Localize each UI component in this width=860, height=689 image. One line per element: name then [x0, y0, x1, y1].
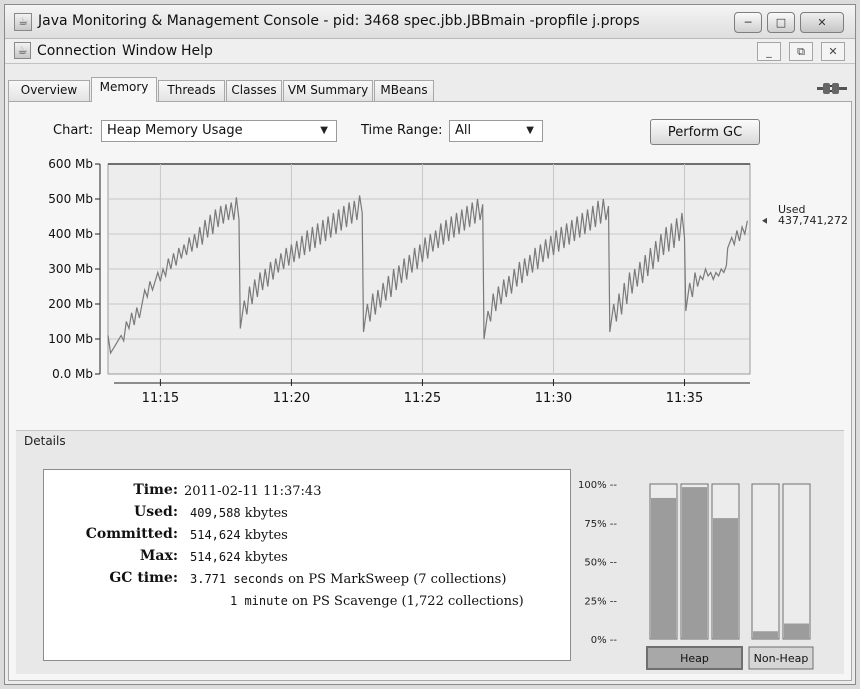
details-box: Time: 2011-02-11 11:37:43 Used: 409,588 …: [43, 469, 571, 661]
y-tick-label: 0.0 Mb: [52, 367, 93, 381]
details-panel: Details Time: 2011-02-11 11:37:43 Used: …: [16, 430, 844, 674]
tab-bar: Overview Memory Threads Classes VM Summa…: [5, 64, 855, 102]
used-value-row: 409,588 kbytes: [190, 506, 288, 521]
inner-minimize-button[interactable]: _: [757, 42, 781, 61]
pool-bar-capacity: [751, 483, 780, 640]
committed-unit: kbytes: [244, 528, 288, 543]
used-label: Used:: [134, 504, 178, 520]
used-unit: kbytes: [244, 506, 288, 521]
used-value: 409,588: [190, 506, 241, 520]
max-label: Max:: [139, 548, 178, 564]
time-range-value: All: [455, 123, 472, 138]
time-range-select[interactable]: All ▼: [449, 120, 543, 142]
y-tick-label: 600 Mb: [48, 157, 93, 171]
pool-y-tick-label: 50% --: [584, 558, 617, 569]
close-button[interactable]: ✕: [800, 12, 844, 33]
menu-bar: ☕ Connection Window Help _ ⧉ ✕: [5, 39, 855, 64]
perform-gc-button[interactable]: Perform GC: [650, 119, 760, 145]
legend-label: Used: [778, 203, 806, 216]
x-tick-label: 11:30: [535, 391, 572, 406]
y-tick-label: 300 Mb: [48, 262, 93, 276]
connection-plug-icon: [817, 83, 847, 94]
tab-overview[interactable]: Overview: [8, 80, 90, 101]
memory-tab-panel: Chart: Heap Memory Usage ▼ Time Range: A…: [8, 101, 852, 681]
pool-y-tick-label: 25% --: [584, 596, 617, 607]
pool-bar-capacity: [782, 483, 811, 640]
window-title: Java Monitoring & Management Console - p…: [38, 13, 640, 29]
y-tick-label: 200 Mb: [48, 297, 93, 311]
chevron-down-icon: ▼: [320, 125, 328, 136]
used-memory-line: [107, 195, 748, 355]
maximize-button[interactable]: □: [767, 12, 795, 33]
legend-value: 437,741,272: [778, 214, 848, 227]
max-value-row: 514,624 kbytes: [190, 550, 288, 565]
pool-bar-used: [651, 497, 676, 639]
pool-group-button: [646, 646, 743, 670]
pool-y-tick-label: 75% --: [584, 519, 617, 530]
gc-marksweep-value: 3.771 seconds: [190, 572, 284, 586]
gc-time-label: GC time:: [109, 570, 178, 586]
chart-select-value: Heap Memory Usage: [107, 123, 243, 138]
java-cup-icon[interactable]: ☕: [14, 42, 31, 59]
inner-restore-button[interactable]: ⧉: [789, 42, 813, 61]
title-bar[interactable]: ☕ Java Monitoring & Management Console -…: [5, 5, 855, 39]
gc-line-scavenge: 1 minute on PS Scavenge (1,722 collectio…: [230, 594, 524, 609]
tab-classes[interactable]: Classes: [226, 80, 282, 101]
pool-group-button: [748, 646, 814, 670]
inner-close-button[interactable]: ✕: [821, 42, 845, 61]
pool-y-tick-label: 100% --: [578, 480, 617, 491]
main-window: ☕ Java Monitoring & Management Console -…: [4, 4, 856, 685]
time-value: 2011-02-11 11:37:43: [184, 484, 322, 499]
y-tick-label: 500 Mb: [48, 192, 93, 206]
chart-select[interactable]: Heap Memory Usage ▼: [101, 120, 337, 142]
menu-window[interactable]: Window: [122, 43, 178, 59]
pool-bar-used: [682, 487, 707, 639]
x-tick-label: 11:15: [142, 391, 179, 406]
gc-line-marksweep: 3.771 seconds on PS MarkSweep (7 collect…: [190, 572, 506, 587]
x-tick-label: 11:20: [273, 391, 310, 406]
tab-threads[interactable]: Threads: [158, 80, 225, 101]
minimize-button[interactable]: ─: [734, 12, 762, 33]
tab-memory[interactable]: Memory: [91, 77, 157, 102]
committed-label: Committed:: [85, 526, 178, 542]
tab-mbeans[interactable]: MBeans: [374, 80, 434, 101]
gc-scavenge-text: on PS Scavenge (1,722 collections): [291, 594, 524, 609]
details-title: Details: [24, 434, 66, 448]
memory-pools-chart: 100% -- 75% -- 50% -- 25% -- 0% -- Heap Non-He…: [578, 480, 814, 670]
committed-value: 514,624: [190, 528, 241, 542]
pool-group-label: Non-Heap: [754, 652, 809, 665]
menu-help[interactable]: Help: [181, 43, 213, 59]
x-tick-label: 11:35: [666, 391, 703, 406]
y-tick-label: 400 Mb: [48, 227, 93, 241]
menu-connection[interactable]: Connection: [37, 43, 117, 59]
gc-scavenge-value: 1 minute: [230, 594, 288, 608]
gc-marksweep-text: on PS MarkSweep (7 collections): [288, 572, 507, 587]
y-tick-label: 100 Mb: [48, 332, 93, 346]
max-unit: kbytes: [244, 550, 288, 565]
time-label: Time:: [133, 482, 178, 498]
max-value: 514,624: [190, 550, 241, 564]
chart-label: Chart:: [53, 123, 94, 138]
committed-value-row: 514,624 kbytes: [190, 528, 288, 543]
pool-bar-used: [713, 518, 738, 639]
pool-bar-used: [753, 631, 778, 639]
chevron-down-icon: ▼: [526, 125, 534, 136]
tab-vm-summary[interactable]: VM Summary: [283, 80, 373, 101]
pool-group-label: Heap: [680, 652, 709, 665]
heap-memory-chart: 600 Mb 500 Mb 400 Mb 300 Mb 200 Mb 100 Mb 0.0 …: [48, 157, 848, 406]
legend-marker: [762, 217, 767, 224]
x-tick-label: 11:25: [404, 391, 441, 406]
java-cup-icon: ☕: [14, 13, 32, 31]
pool-y-tick-label: 0% --: [591, 635, 618, 646]
time-range-label: Time Range:: [361, 123, 443, 138]
pool-bar-used: [784, 623, 809, 639]
